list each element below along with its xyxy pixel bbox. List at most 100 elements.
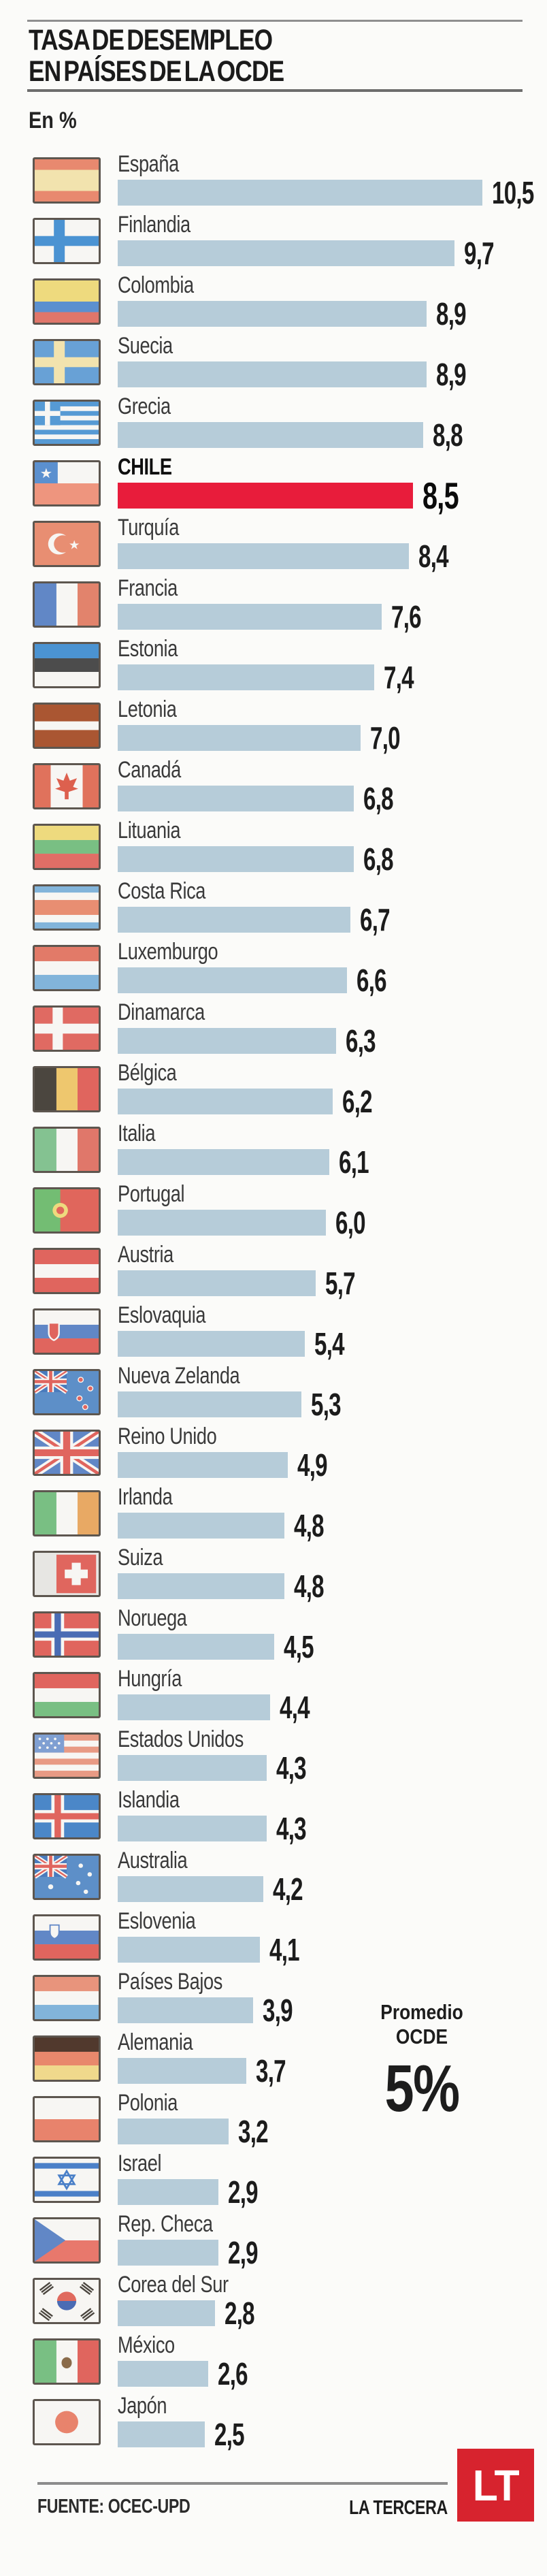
value-label: 5,7 [325,1266,356,1301]
value-label: 3,7 [256,2053,286,2089]
country-row: Estonia 7,4 [0,636,547,702]
value-label: 10,5 [492,175,534,210]
country-label: Alemania [118,2029,193,2055]
ca-flag-icon [33,763,101,809]
ie-flag-icon [33,1490,101,1536]
de-flag-icon [33,2035,101,2082]
gr-flag-icon [33,400,101,446]
value-label: 2,9 [228,2235,259,2270]
value-label: 6,8 [363,781,394,816]
value-bar [118,1694,270,1720]
country-label: Francia [118,575,178,601]
country-row: Alemania 3,7 [0,2029,547,2095]
country-row: Hungría 4,4 [0,1666,547,1732]
value-bar [118,301,427,327]
value-label: 7,0 [370,720,401,756]
country-label: Polonia [118,2090,178,2116]
country-row: Canadá 6,8 [0,757,547,823]
country-row: Irlanda 4,8 [0,1484,547,1550]
sk-flag-icon [33,1308,101,1355]
value-bar [118,1573,284,1599]
value-bar [118,1634,274,1660]
title-rule-bottom [27,89,523,92]
ocde-average-value: 5% [384,2051,461,2125]
value-bar [118,1816,267,1841]
country-label: Islandia [118,1787,180,1813]
country-row: Suiza 4,8 [0,1545,547,1611]
unit-label: En % [29,108,77,133]
country-label: Bélgica [118,1060,177,1086]
country-label: México [118,2332,175,2358]
la-tercera-logo: LT [457,2449,534,2522]
country-label: Corea del Sur [118,2272,229,2298]
country-row: Portugal 6,0 [0,1181,547,1247]
country-row: Rep. Checa 2,9 [0,2211,547,2277]
country-row: Costa Rica 6,7 [0,878,547,944]
country-label: Italia [118,1121,156,1146]
pt-flag-icon [33,1187,101,1234]
kr-flag-icon [33,2278,101,2324]
country-label: CHILE [118,454,172,480]
il-flag-icon [33,2157,101,2203]
value-bar [118,1149,329,1175]
value-bar [118,2361,208,2387]
ee-flag-icon [33,642,101,688]
value-bar [118,1997,253,2023]
footer-rule [37,2482,448,2485]
cz-flag-icon [33,2217,101,2264]
nl-flag-icon [33,1975,101,2021]
value-bar [118,846,354,872]
svg-text:★: ★ [69,538,80,552]
country-row: Italia 6,1 [0,1121,547,1187]
country-row: Suecia 8,9 [0,333,547,399]
country-row: Nueva Zelanda 5,3 [0,1363,547,1429]
title-rule-top [27,20,523,22]
value-bar [118,2058,246,2084]
country-row: ★ Turquía 8,4 [0,515,547,581]
country-row: Islandia 4,3 [0,1787,547,1853]
value-label: 7,6 [391,599,422,634]
country-row: Austria 5,7 [0,1242,547,1308]
country-row: Colombia 8,9 [0,272,547,338]
value-bar [118,1452,288,1478]
value-bar [118,361,427,387]
country-row: Bélgica 6,2 [0,1060,547,1126]
country-row: Países Bajos 3,9 [0,1969,547,2035]
nz-flag-icon [33,1369,101,1415]
country-label: Nueva Zelanda [118,1363,240,1389]
country-label: Suiza [118,1545,163,1571]
country-row: España 10,5 [0,151,547,217]
au-flag-icon [33,1854,101,1900]
value-label: 8,9 [436,296,467,332]
country-label: Noruega [118,1605,187,1631]
country-row: Japón 2,5 [0,2393,547,2459]
lt-flag-icon [33,824,101,870]
country-label: Austria [118,1242,173,1268]
country-label: Suecia [118,333,173,359]
country-label: Lituania [118,818,181,843]
value-label: 4,1 [269,1932,300,1967]
country-label: Costa Rica [118,878,206,904]
value-label: 2,9 [228,2174,259,2210]
value-label: 5,4 [314,1326,345,1362]
value-label: 2,8 [225,2296,255,2331]
value-bar [118,2421,205,2447]
country-row: Estados Unidos 4,3 [0,1726,547,1792]
jp-flag-icon [33,2399,101,2445]
country-row: Corea del Sur 2,8 [0,2272,547,2338]
page-title-line2: EN PAÍSES DE LA OCDE [29,55,284,88]
value-label: 8,9 [436,357,467,392]
value-label: 6,0 [335,1205,366,1240]
lv-flag-icon [33,703,101,749]
value-label: 5,3 [311,1387,342,1422]
value-label: 8,4 [418,538,449,574]
dk-flag-icon [33,1005,101,1052]
value-bar [118,786,354,811]
value-label: 4,4 [280,1690,310,1725]
value-bar [118,907,350,933]
country-label: Hungría [118,1666,182,1692]
ch-flag-icon [33,1551,101,1597]
country-row: Francia 7,6 [0,575,547,641]
ocde-average-label-line2: OCDE [395,2025,448,2048]
country-row: Reino Unido 4,9 [0,1423,547,1490]
